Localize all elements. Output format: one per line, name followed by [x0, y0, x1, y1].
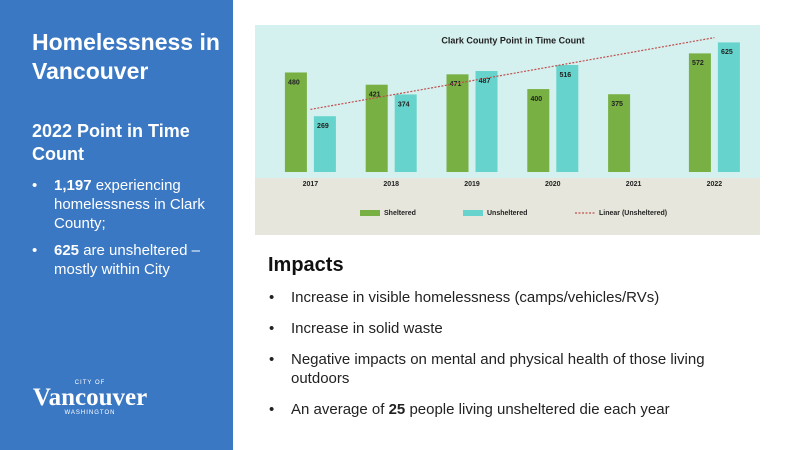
impact-number: 25 [388, 401, 406, 418]
x-tick-label: 2020 [545, 181, 561, 188]
bar [717, 42, 740, 172]
logo-top: CITY OF [74, 380, 106, 386]
x-tick-label: 2017 [303, 181, 319, 188]
bar [313, 116, 336, 172]
impact-item: Increase in visible homelessness (camps/… [269, 288, 761, 307]
logo: CITY OF Vancouver WASHINGTON [30, 380, 150, 416]
subtitle: 2022 Point in Time Count [32, 121, 190, 164]
legend-swatch [463, 210, 483, 216]
value-label: 625 [721, 49, 733, 56]
value-label: 572 [692, 60, 704, 67]
x-tick-label: 2022 [707, 181, 723, 188]
value-label: 487 [479, 78, 491, 85]
stat-list: 1,197 experiencing homelessness in Clark… [32, 176, 244, 287]
bar [365, 84, 388, 172]
stat-item: 1,197 experiencing homelessness in Clark… [32, 176, 244, 233]
bar [446, 74, 469, 172]
stat-text: experiencing homelessness in Clark Count… [54, 177, 205, 232]
bar [475, 71, 498, 172]
slide-title: Homelessness in Vancouver [32, 29, 220, 84]
stat-number: 1,197 [54, 177, 92, 194]
logo-name: Vancouver [32, 384, 148, 411]
impact-list: Increase in visible homelessness (camps/… [269, 288, 761, 431]
legend-swatch [360, 210, 380, 216]
value-label: 374 [398, 101, 410, 108]
value-label: 375 [611, 101, 623, 108]
x-tick-label: 2018 [383, 181, 399, 188]
impact-item: Negative impacts on mental and physical … [269, 350, 761, 388]
stat-item: 625 are unsheltered – mostly within City [32, 241, 244, 279]
impact-item: An average of 25 people living unshelter… [269, 400, 761, 419]
logo-bottom: WASHINGTON [64, 410, 116, 416]
legend-label: Sheltered [384, 210, 416, 217]
bar [556, 65, 579, 172]
trendline [310, 37, 715, 110]
x-tick-label: 2019 [464, 181, 480, 188]
bar [688, 53, 711, 172]
impact-text: people living unsheltered die each year [409, 401, 670, 418]
impacts-heading: Impacts [268, 254, 344, 276]
stat-number: 625 [54, 242, 80, 259]
value-label: 480 [288, 79, 300, 86]
impact-item: Increase in solid waste [269, 319, 761, 338]
legend-background [255, 178, 760, 235]
stat-text: are unsheltered – mostly within City [54, 242, 200, 278]
bar [527, 89, 550, 172]
value-label: 269 [317, 123, 329, 130]
value-label: 471 [450, 81, 462, 88]
value-label: 400 [530, 96, 542, 103]
value-label: 516 [559, 72, 571, 79]
impact-text: An average of [291, 401, 385, 418]
bar [608, 94, 631, 172]
chart-title: Clark County Point in Time Count [441, 35, 584, 45]
bar [284, 72, 307, 172]
chart: Clark County Point in Time Count 480 421 4… [255, 25, 760, 235]
plot-background [255, 25, 760, 178]
sidebar: Homelessness in Vancouver 2022 Point in … [0, 0, 233, 450]
legend-label: Unsheltered [487, 210, 527, 217]
legend-label: Linear (Unsheltered) [599, 210, 667, 217]
bar [394, 94, 417, 172]
value-label: 421 [369, 92, 381, 99]
x-tick-label: 2021 [626, 181, 642, 188]
